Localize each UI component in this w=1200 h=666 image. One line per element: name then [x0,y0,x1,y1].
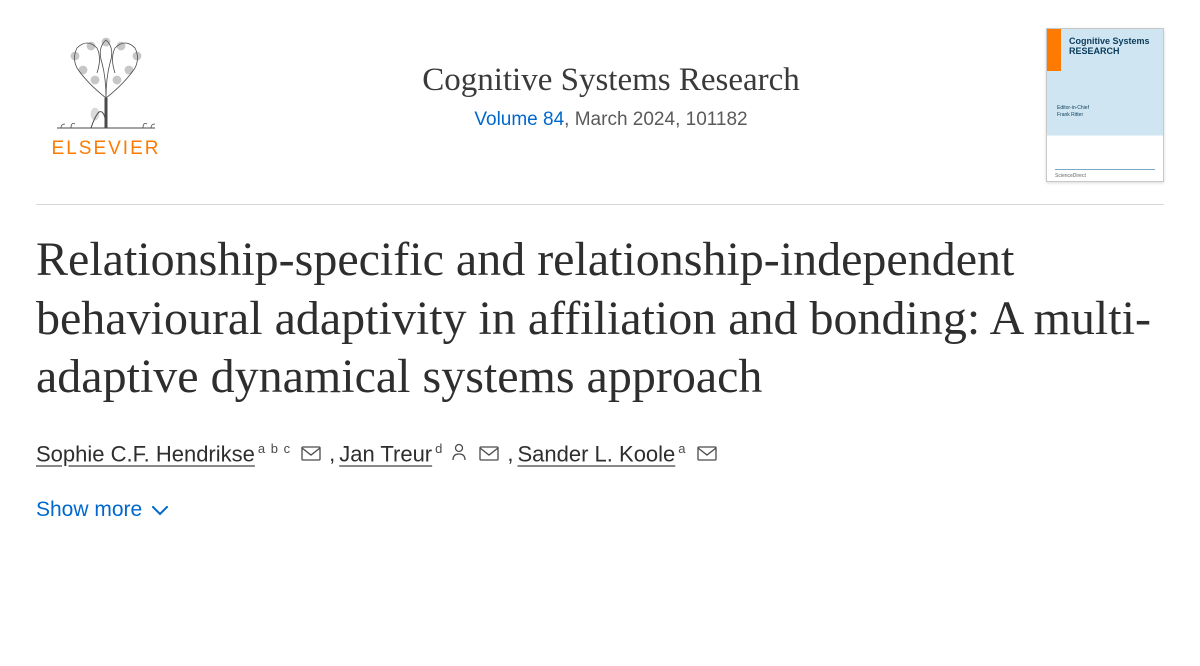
volume-link[interactable]: Volume 84 [474,109,564,130]
author-affiliations: a b c [258,441,291,456]
cover-footer: ScienceDirect [1055,169,1155,175]
show-more-label: Show more [36,498,142,522]
author-separator: , [507,441,513,466]
author-list: Sophie C.F. Hendriksea b c, Jan Treurd, … [36,441,1164,469]
chevron-down-icon [152,498,168,522]
elsevier-tree-icon [47,28,165,134]
show-more-button[interactable]: Show more [36,498,1164,522]
journal-name[interactable]: Cognitive Systems Research [176,62,1046,99]
author-entry: Sander L. Koolea [518,441,723,469]
author-name-link[interactable]: Sander L. Koole [518,441,676,466]
publisher-name: ELSEVIER [52,138,161,160]
publisher-logo-block[interactable]: ELSEVIER [36,28,176,160]
cover-title: Cognitive Systems RESEARCH [1069,37,1150,57]
author-affiliations: a [678,441,686,456]
journal-cover-thumbnail[interactable]: Cognitive Systems RESEARCH Editor-in-Chi… [1046,28,1164,182]
mail-icon[interactable] [479,441,499,467]
article-header: ELSEVIER Cognitive Systems Research Volu… [36,28,1164,205]
author-name-link[interactable]: Sophie C.F. Hendrikse [36,441,255,466]
issue-date-pages: , March 2024, 101182 [564,109,747,130]
mail-icon[interactable] [697,441,717,467]
article-title: Relationship-specific and relationship-i… [36,231,1164,407]
author-affiliations: d [435,441,443,456]
mail-icon[interactable] [301,441,321,467]
journal-info: Cognitive Systems Research Volume 84, Ma… [176,28,1046,131]
person-icon[interactable] [451,441,467,467]
cover-accent-stripe [1047,29,1061,71]
cover-subtitle: Editor-in-ChiefFrank Ritter [1057,105,1089,119]
author-name-link[interactable]: Jan Treur [339,441,432,466]
issue-info: Volume 84, March 2024, 101182 [176,109,1046,131]
author-separator: , [329,441,335,466]
author-entry: Sophie C.F. Hendriksea b c, [36,441,339,469]
author-entry: Jan Treurd, [339,441,517,469]
